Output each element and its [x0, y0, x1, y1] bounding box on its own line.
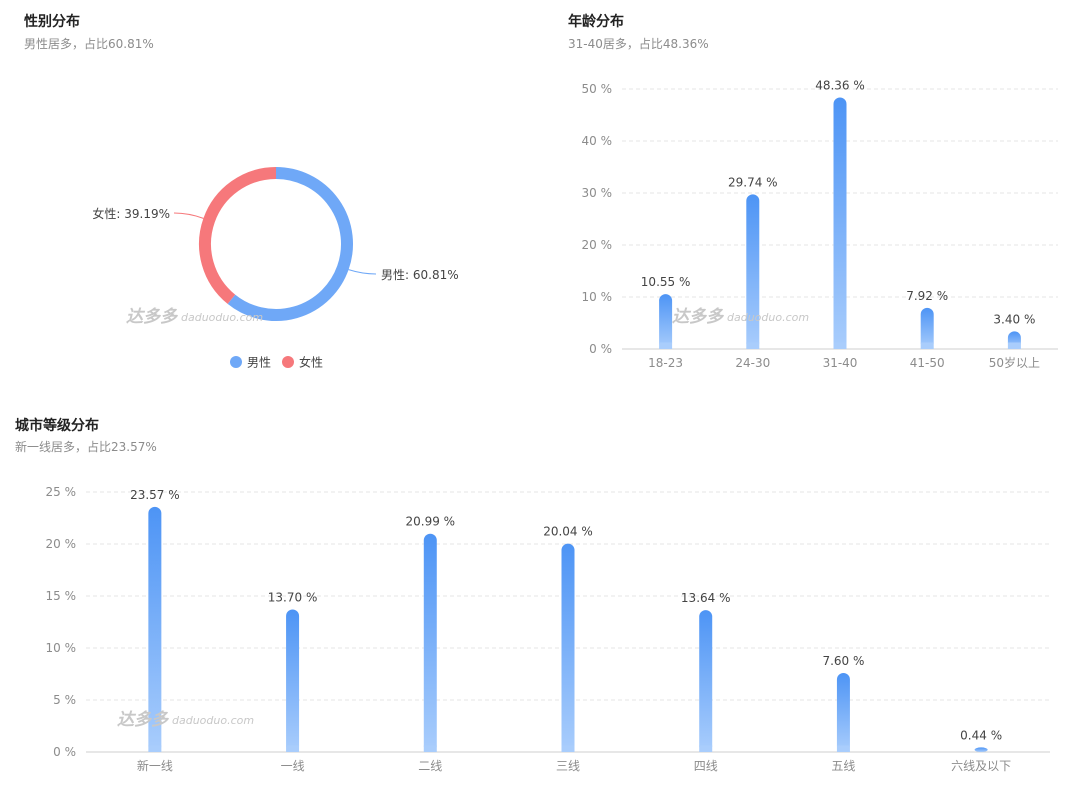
donut-label-0: 男性: 60.81% — [381, 268, 459, 282]
city-title: 城市等级分布 — [15, 418, 99, 434]
y-tick-label: 30 % — [582, 186, 613, 200]
gender-legend: 男性 女性 — [230, 355, 323, 370]
watermark-url-1: daduoduo.com — [727, 311, 809, 324]
bar-6[interactable] — [974, 747, 988, 752]
bar-value-label: 10.55 % — [641, 275, 691, 289]
donut-leader-1 — [173, 212, 204, 219]
bar-value-label: 13.64 % — [681, 591, 731, 605]
bar-1[interactable] — [286, 609, 300, 752]
city-bar-chart: 0 % 5 % 10 % 15 % 20 % 25 % 23.57 % 新一线 13.70 % 一… — [46, 485, 1050, 773]
gender-donut-chart: 男性: 60.81% 女性: 39.19% — [92, 167, 459, 321]
y-tick-label: 25 % — [46, 485, 77, 499]
watermark-url-0: daduoduo.com — [181, 311, 263, 324]
bar-2[interactable] — [833, 97, 847, 349]
x-tick-label: 一线 — [281, 759, 305, 773]
x-tick-label: 新一线 — [137, 758, 173, 773]
watermark-logo-2: 达多多 — [117, 710, 170, 730]
bar-1[interactable] — [746, 194, 760, 349]
watermark-logo-1: 达多多 — [672, 307, 725, 327]
y-tick-label: 15 % — [46, 589, 77, 603]
bar-value-label: 20.99 % — [405, 515, 455, 529]
bar-base-4 — [1007, 342, 1021, 349]
bar-value-label: 29.74 % — [728, 175, 778, 189]
x-tick-label: 31-40 — [823, 356, 858, 370]
legend-marker-0[interactable] — [230, 356, 242, 368]
y-tick-label: 10 % — [582, 290, 613, 304]
y-tick-label: 20 % — [46, 537, 77, 551]
bar-3[interactable] — [561, 543, 575, 752]
y-tick-label: 20 % — [582, 238, 613, 252]
legend-marker-1[interactable] — [282, 356, 294, 368]
x-tick-label: 四线 — [694, 759, 718, 773]
y-tick-label: 40 % — [582, 134, 613, 148]
x-tick-label: 50岁以上 — [989, 355, 1040, 370]
bar-base-3 — [561, 745, 575, 752]
bar-base-2 — [423, 745, 437, 752]
gender-subtitle: 男性居多，占比60.81% — [24, 37, 154, 51]
watermark-logo-0: 达多多 — [126, 307, 179, 327]
y-tick-label: 0 % — [53, 745, 76, 759]
bar-base-1 — [286, 745, 300, 752]
bar-value-label: 23.57 % — [130, 488, 180, 502]
donut-slice-0[interactable] — [227, 167, 353, 321]
bar-base-5 — [836, 745, 850, 752]
legend-label-0[interactable]: 男性 — [247, 356, 271, 370]
bar-value-label: 7.60 % — [822, 654, 864, 668]
legend-label-1[interactable]: 女性 — [299, 355, 323, 370]
bar-value-label: 13.70 % — [268, 591, 318, 605]
bar-3[interactable] — [920, 307, 934, 349]
x-tick-label: 五线 — [831, 759, 855, 773]
bar-base-2 — [833, 342, 847, 349]
bar-0[interactable] — [659, 294, 673, 349]
y-tick-label: 0 % — [589, 342, 612, 356]
bar-base-0 — [659, 342, 673, 349]
bar-2[interactable] — [423, 533, 437, 752]
x-tick-label: 24-30 — [735, 356, 770, 370]
bar-base-1 — [746, 342, 760, 349]
bar-value-label: 7.92 % — [906, 289, 948, 303]
bar-5[interactable] — [836, 672, 850, 752]
bar-0[interactable] — [148, 506, 162, 752]
watermark-url-2: daduoduo.com — [172, 714, 254, 727]
age-title: 年龄分布 — [568, 14, 624, 30]
donut-leader-0 — [348, 269, 377, 275]
donut-label-1: 女性: 39.19% — [92, 206, 170, 221]
x-tick-label: 18-23 — [648, 356, 683, 370]
city-subtitle: 新一线居多，占比23.57% — [15, 440, 157, 454]
age-subtitle: 31-40居多，占比48.36% — [568, 37, 709, 51]
bar-4[interactable] — [699, 610, 713, 752]
x-tick-label: 41-50 — [910, 356, 945, 370]
donut-slice-1[interactable] — [199, 167, 277, 304]
y-tick-label: 5 % — [53, 693, 76, 707]
bar-base-4 — [699, 745, 713, 752]
bar-value-label: 3.40 % — [993, 312, 1035, 326]
bar-value-label: 0.44 % — [960, 728, 1002, 742]
age-bar-chart: 0 % 10 % 20 % 30 % 40 % 50 % 10.55 % 18-23 29.74… — [582, 79, 1058, 370]
gender-title: 性别分布 — [24, 14, 80, 30]
bar-value-label: 48.36 % — [815, 79, 865, 93]
y-tick-label: 50 % — [582, 82, 613, 96]
bar-base-3 — [920, 342, 934, 349]
x-tick-label: 三线 — [556, 759, 580, 773]
x-tick-label: 六线及以下 — [951, 759, 1011, 773]
y-tick-label: 10 % — [46, 641, 77, 655]
x-tick-label: 二线 — [418, 759, 442, 773]
bar-value-label: 20.04 % — [543, 525, 593, 539]
bar-base-0 — [148, 745, 162, 752]
